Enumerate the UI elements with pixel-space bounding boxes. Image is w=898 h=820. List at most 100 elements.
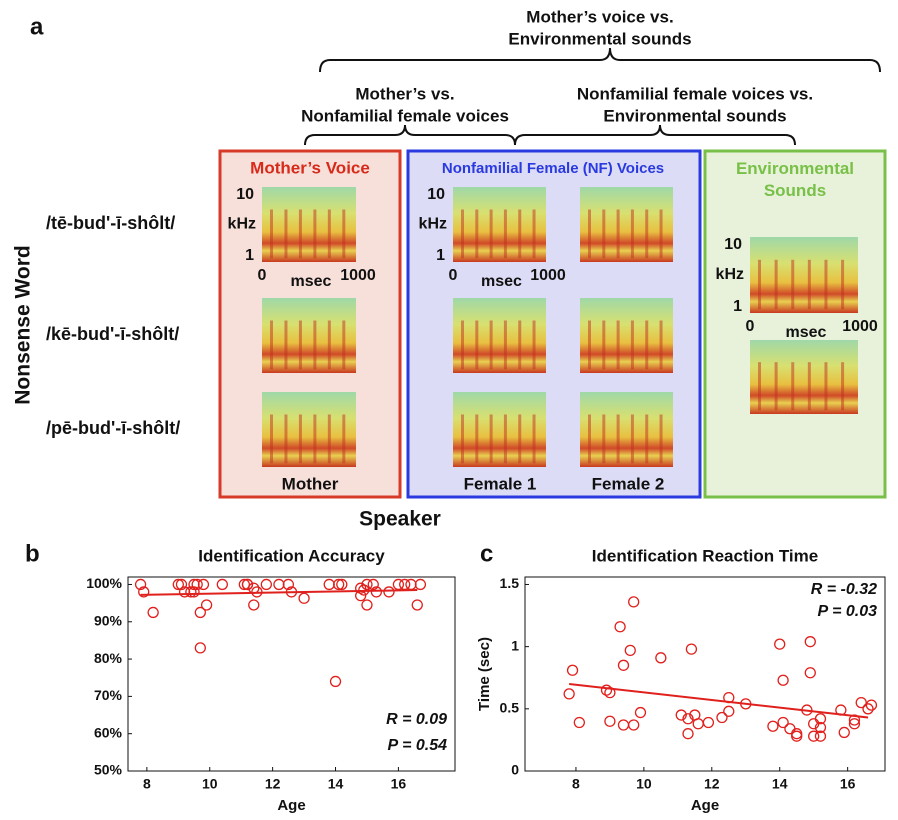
- data-point: [814, 721, 827, 734]
- spectrogram-streak: [298, 209, 302, 259]
- comparison-title: Environmental sounds: [603, 106, 786, 125]
- regression-line: [569, 682, 869, 719]
- stat-annotation: R = -0.32: [811, 581, 877, 598]
- spectrogram-streak: [645, 414, 649, 464]
- panel-label: a: [30, 13, 44, 40]
- spectrogram-streak: [602, 209, 606, 259]
- spectrogram-streak: [588, 320, 591, 370]
- x-tick-label: 12: [265, 776, 281, 792]
- spectrogram-streak: [270, 209, 273, 259]
- data-point: [716, 711, 728, 724]
- data-point: [200, 599, 213, 611]
- spectrogram-streak: [313, 414, 317, 464]
- spec-x-label: 0: [258, 267, 267, 284]
- x-tick-label: 8: [572, 776, 580, 792]
- data-point: [573, 716, 585, 729]
- spectrogram-streak: [327, 209, 331, 259]
- data-point: [675, 709, 687, 721]
- comparison-title: Mother’s vs.: [355, 84, 454, 103]
- spectrogram-streak: [489, 209, 493, 259]
- data-point: [405, 578, 417, 591]
- axis-title: Nonsense Word: [12, 245, 35, 404]
- spectrogram: [580, 298, 673, 373]
- spectrogram-streak: [503, 209, 507, 259]
- speaker-label: Mother: [282, 474, 339, 493]
- spectrogram: [262, 392, 356, 467]
- x-tick-label: 10: [636, 776, 652, 792]
- data-point: [194, 606, 206, 619]
- y-tick-label: 50%: [94, 762, 123, 778]
- spec-y-label: 1: [733, 298, 742, 315]
- bracket: [304, 124, 516, 146]
- spec-y-label: kHz: [228, 216, 256, 233]
- spectrogram-streak: [791, 259, 795, 310]
- data-point: [692, 718, 704, 730]
- spectrogram-streak: [342, 414, 346, 464]
- spectrogram: [262, 187, 356, 262]
- data-point: [804, 636, 816, 648]
- spectrogram-streak: [616, 320, 620, 370]
- data-point: [563, 688, 575, 700]
- spec-y-label: kHz: [419, 216, 447, 233]
- spectrogram-streak: [313, 209, 317, 259]
- data-point: [777, 716, 789, 729]
- env-box: [703, 149, 887, 499]
- data-point: [723, 705, 735, 717]
- data-point: [241, 578, 254, 591]
- data-point: [774, 638, 786, 650]
- spectrogram: [453, 298, 546, 373]
- spectrogram-streak: [475, 414, 479, 464]
- spectrogram-streak: [602, 414, 606, 464]
- plot-frame: [524, 576, 886, 772]
- spectrogram-streak: [518, 414, 522, 464]
- data-point: [634, 706, 647, 719]
- spectrogram-streak: [532, 414, 536, 464]
- spectrogram-streak: [588, 414, 591, 464]
- data-point: [600, 684, 613, 696]
- spec-y-label: kHz: [716, 266, 744, 283]
- speaker-label: Female 2: [592, 474, 665, 493]
- y-tick-label: 0: [511, 762, 519, 778]
- data-point: [628, 719, 640, 731]
- data-point: [814, 713, 827, 725]
- spectrogram-streak: [774, 362, 778, 411]
- data-point: [682, 713, 694, 725]
- data-point: [838, 726, 850, 739]
- stat-annotation: P = 0.03: [818, 603, 878, 620]
- data-point: [777, 674, 789, 686]
- comparison-title: Nonfamilial female voices: [301, 106, 509, 125]
- spectrogram-streak: [758, 259, 761, 310]
- spectrogram-streak: [503, 320, 507, 370]
- data-point: [617, 719, 630, 731]
- spectrogram: [750, 340, 858, 414]
- word-label: /tē-bud'-ī-shôlt/: [46, 213, 175, 233]
- stat-annotation: P = 0.54: [388, 737, 448, 754]
- spectrogram-streak: [841, 259, 845, 310]
- data-point: [791, 728, 803, 740]
- x-tick-label: 8: [143, 776, 151, 792]
- y-tick-label: 0.5: [500, 700, 520, 716]
- spectrogram-streak: [489, 320, 493, 370]
- spec-y-label: 1: [436, 247, 445, 264]
- spec-x-label: 0: [746, 318, 755, 335]
- data-point: [855, 696, 867, 709]
- data-point: [383, 586, 395, 598]
- spectrogram-streak: [616, 414, 620, 464]
- bracket: [319, 47, 881, 73]
- spec-x-label: msec: [291, 273, 332, 290]
- spec-x-label: 1000: [842, 318, 878, 335]
- spectrogram-streak: [298, 414, 302, 464]
- spectrogram-streak: [284, 320, 288, 370]
- data-point: [216, 578, 228, 591]
- spec-x-label: msec: [481, 273, 522, 290]
- spectrogram-streak: [532, 320, 536, 370]
- spectrogram-streak: [659, 414, 663, 464]
- spectrogram-streak: [518, 320, 522, 370]
- x-tick-label: 10: [202, 776, 218, 792]
- spectrogram-streak: [659, 209, 663, 259]
- spectrogram-streak: [298, 320, 302, 370]
- plot-frame: [127, 576, 456, 772]
- data-point: [329, 675, 342, 688]
- data-point: [282, 578, 295, 591]
